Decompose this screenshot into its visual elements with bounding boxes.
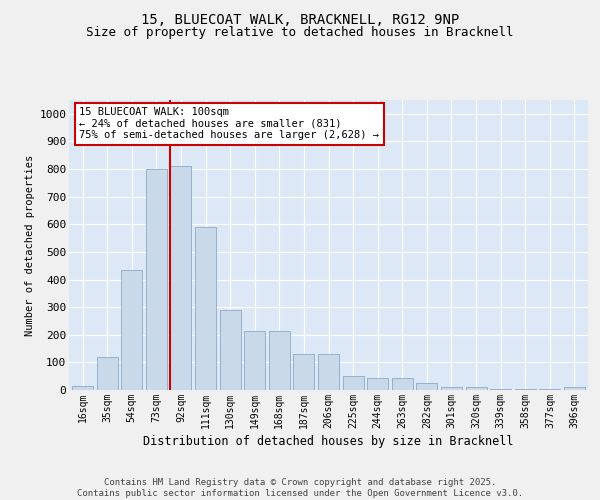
Text: Size of property relative to detached houses in Bracknell: Size of property relative to detached ho… <box>86 26 514 39</box>
Bar <box>392 378 413 390</box>
Bar <box>244 330 265 390</box>
Bar <box>195 227 216 390</box>
Bar <box>367 378 388 390</box>
Bar <box>72 386 93 390</box>
Bar <box>121 270 142 390</box>
Bar <box>170 166 191 390</box>
Bar <box>466 387 487 390</box>
Bar <box>269 330 290 390</box>
Bar <box>564 387 585 390</box>
Bar <box>318 354 339 390</box>
Bar <box>146 169 167 390</box>
Bar <box>293 354 314 390</box>
Text: 15 BLUECOAT WALK: 100sqm
← 24% of detached houses are smaller (831)
75% of semi-: 15 BLUECOAT WALK: 100sqm ← 24% of detach… <box>79 108 379 140</box>
Bar <box>441 387 462 390</box>
Text: Contains HM Land Registry data © Crown copyright and database right 2025.
Contai: Contains HM Land Registry data © Crown c… <box>77 478 523 498</box>
Y-axis label: Number of detached properties: Number of detached properties <box>25 154 35 336</box>
Bar <box>97 357 118 390</box>
Text: 15, BLUECOAT WALK, BRACKNELL, RG12 9NP: 15, BLUECOAT WALK, BRACKNELL, RG12 9NP <box>141 12 459 26</box>
Bar <box>343 376 364 390</box>
Bar <box>515 388 536 390</box>
Bar <box>490 388 511 390</box>
Bar <box>220 310 241 390</box>
X-axis label: Distribution of detached houses by size in Bracknell: Distribution of detached houses by size … <box>143 435 514 448</box>
Bar <box>416 383 437 390</box>
